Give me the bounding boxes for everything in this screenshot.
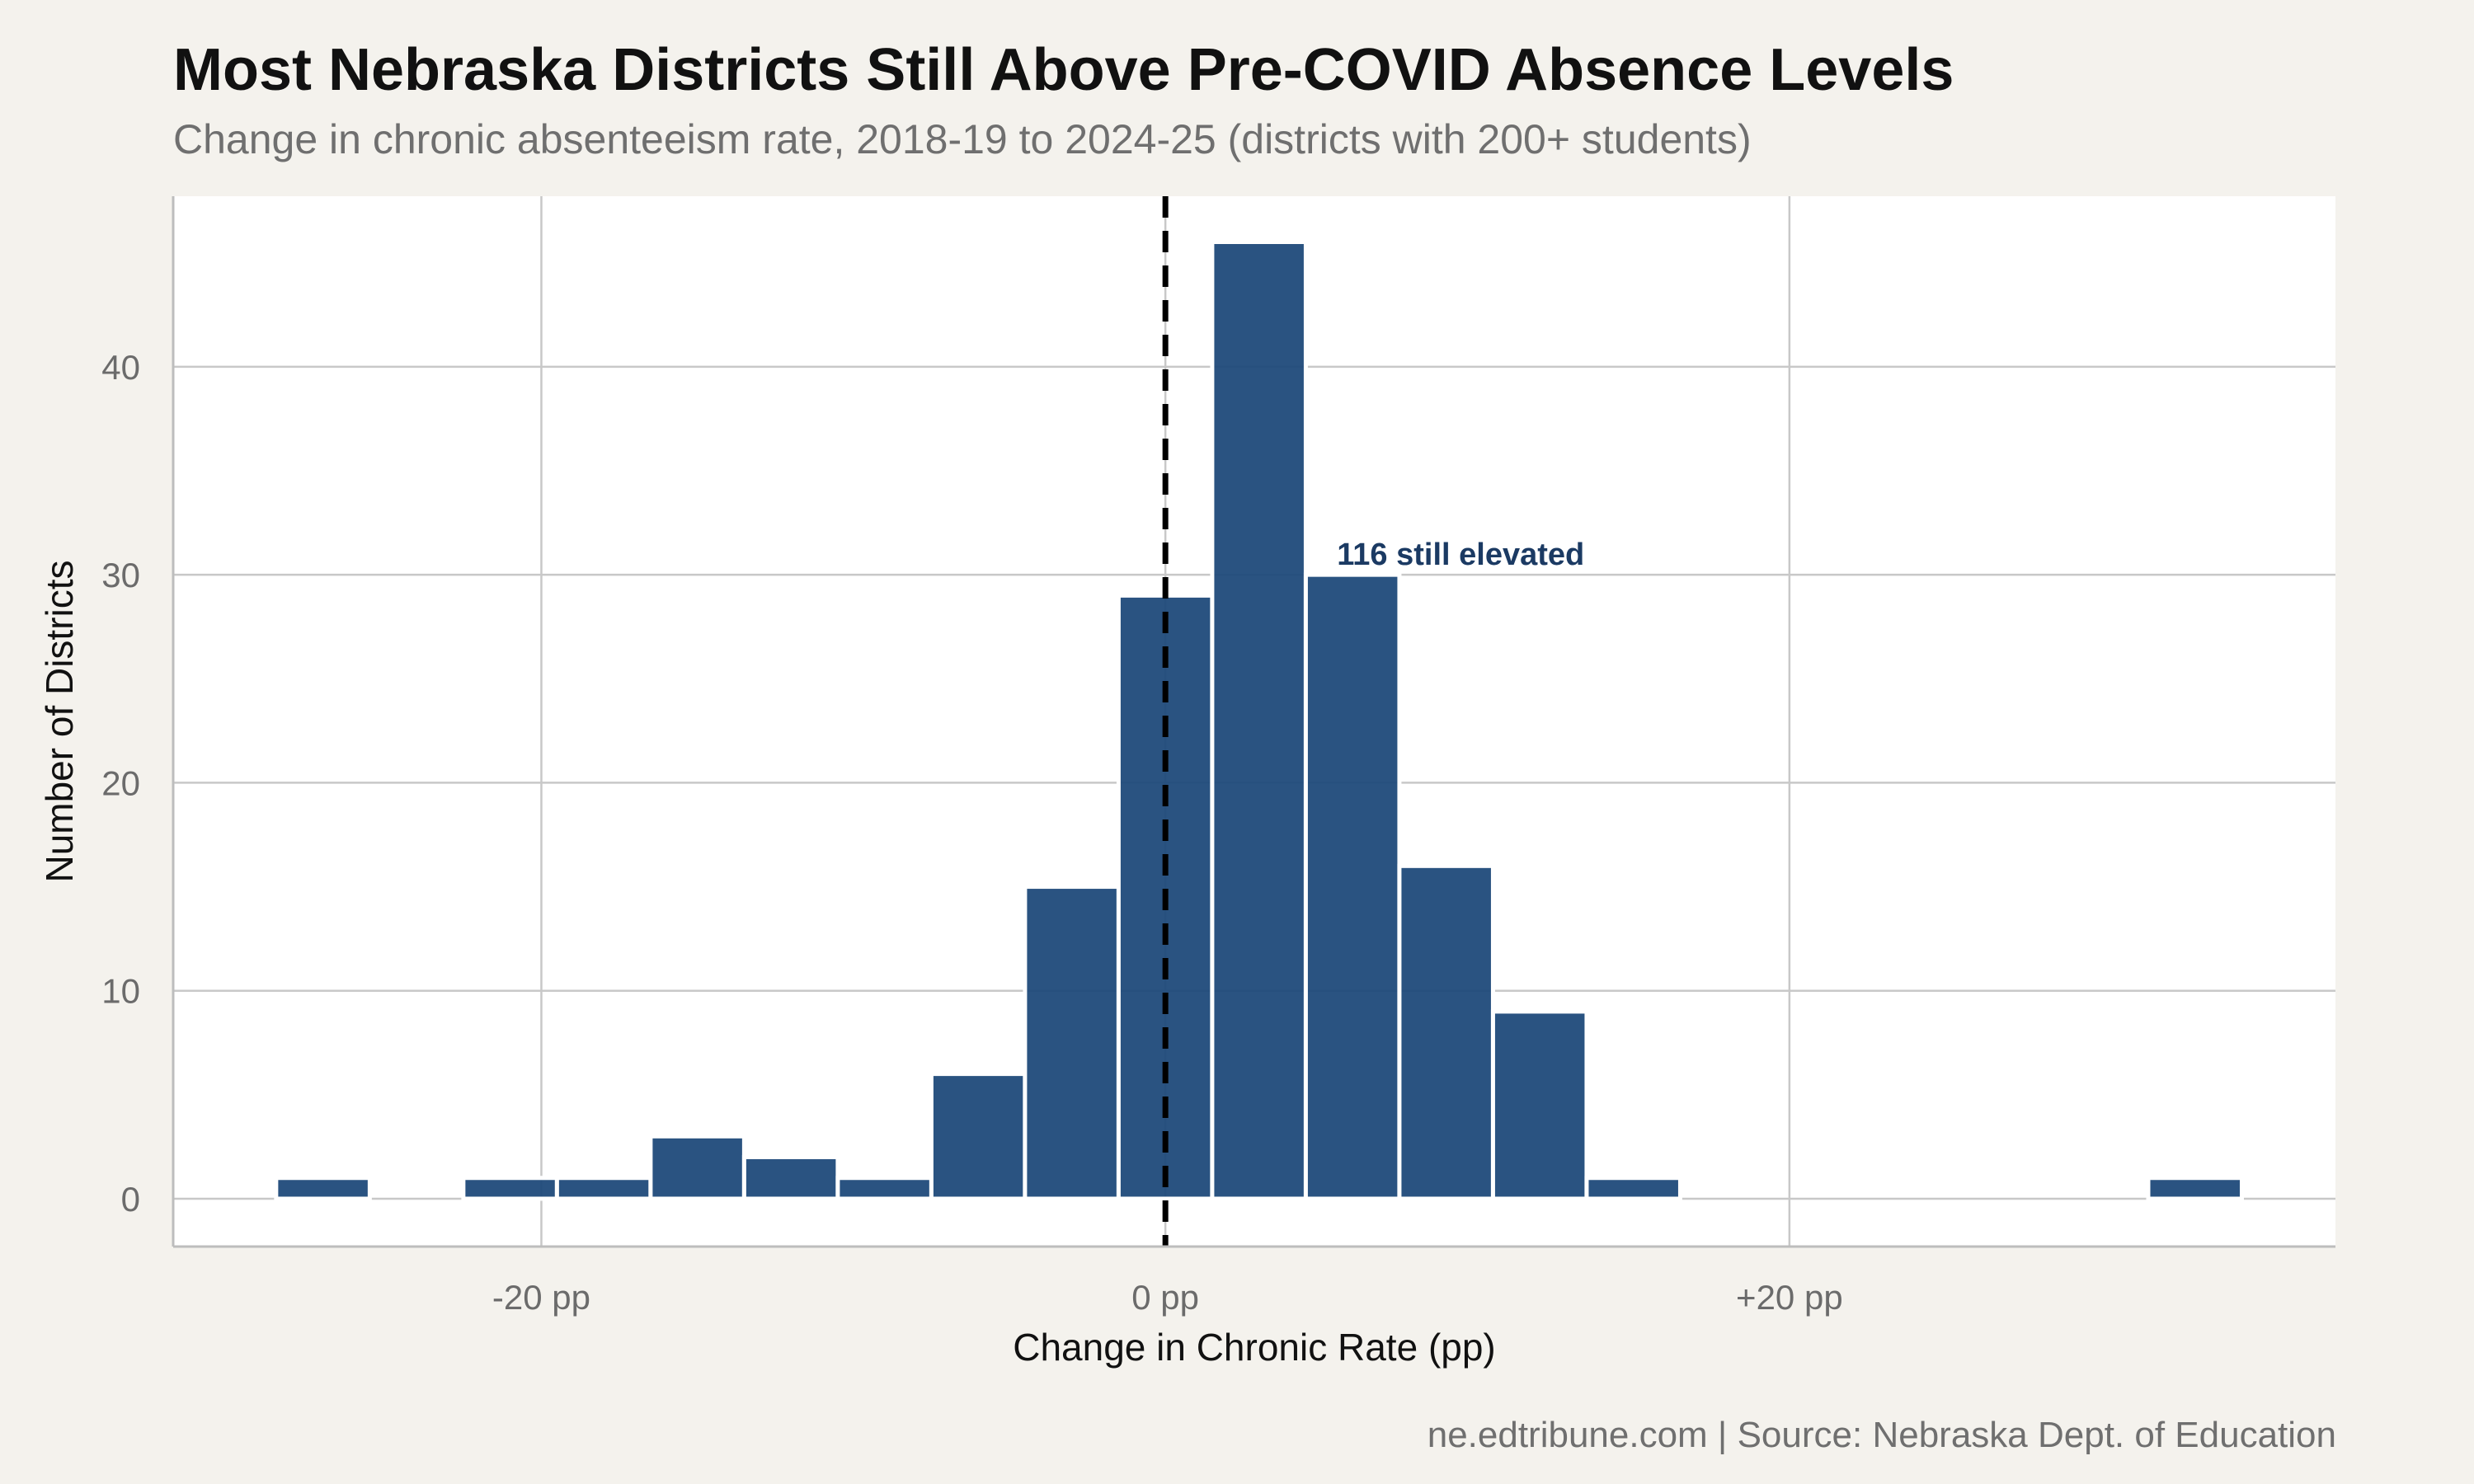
chart-title: Most Nebraska Districts Still Above Pre-… xyxy=(173,37,1954,103)
histogram-bar xyxy=(1210,240,1308,1201)
histogram-bar xyxy=(1303,572,1402,1201)
x-tick-label: -20 pp xyxy=(492,1278,590,1317)
chart-subtitle: Change in chronic absenteeism rate, 2018… xyxy=(173,116,1752,162)
x-tick-label: 0 pp xyxy=(1131,1278,1199,1317)
annotation-label: 116 still elevated xyxy=(1337,538,1584,572)
histogram-bar xyxy=(648,1134,746,1201)
histogram-bar xyxy=(1490,1009,1589,1201)
bars xyxy=(274,240,2244,1201)
axes: -20 pp 0 pp +20 pp 0 10 20 30 40 xyxy=(101,196,2335,1317)
histogram-bar xyxy=(835,1176,934,1201)
y-tick-label: 40 xyxy=(101,348,140,387)
histogram-bar xyxy=(274,1176,372,1201)
histogram-bar xyxy=(741,1155,840,1201)
x-axis-title: Change in Chronic Rate (pp) xyxy=(1013,1326,1496,1369)
x-tick-label: +20 pp xyxy=(1736,1278,1843,1317)
histogram-bar xyxy=(2146,1176,2244,1201)
chart-caption: ne.edtribune.com | Source: Nebraska Dept… xyxy=(1427,1415,2336,1455)
y-tick-label: 30 xyxy=(101,556,140,594)
y-tick-label: 10 xyxy=(101,972,140,1011)
y-axis-title: Number of Districts xyxy=(38,560,81,882)
histogram-bar xyxy=(554,1176,653,1201)
histogram-bar xyxy=(461,1176,559,1201)
y-tick-label: 20 xyxy=(101,763,140,802)
histogram-bar xyxy=(1584,1176,1682,1201)
histogram-bar xyxy=(1397,863,1495,1201)
histogram-bar xyxy=(1023,885,1121,1201)
y-tick-label: 0 xyxy=(121,1180,140,1219)
histogram-bar xyxy=(929,1072,1028,1201)
